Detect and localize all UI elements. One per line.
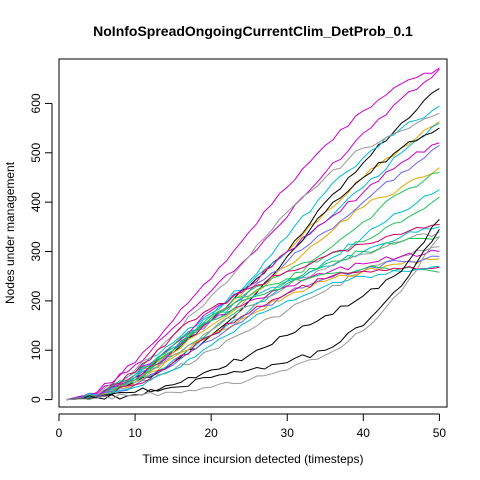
series-line-7 xyxy=(67,123,440,399)
series-line-19 xyxy=(67,247,440,400)
series-line-20 xyxy=(67,250,440,400)
series-line-10 xyxy=(67,145,440,399)
x-axis-label: Time since incursion detected (timesteps… xyxy=(143,452,364,466)
x-tick-label: 50 xyxy=(433,426,447,440)
series-line-28 xyxy=(67,237,440,400)
y-tick-label: 300 xyxy=(29,241,43,261)
y-tick-label: 600 xyxy=(29,93,43,113)
x-tick-label: 0 xyxy=(56,426,63,440)
x-axis: 0 10 20 30 40 50 xyxy=(56,414,447,440)
y-tick-label: 100 xyxy=(29,340,43,360)
series-line-9 xyxy=(67,143,440,400)
series-line-6 xyxy=(67,122,440,400)
series-line-13 xyxy=(67,190,440,400)
x-tick-label: 20 xyxy=(204,426,218,440)
y-axis-label: Nodes under management xyxy=(3,161,17,304)
y-tick-label: 500 xyxy=(29,142,43,162)
series-line-1 xyxy=(67,68,440,400)
y-tick-label: 0 xyxy=(29,396,43,403)
x-tick-label: 30 xyxy=(281,426,295,440)
series-line-23 xyxy=(67,266,440,400)
x-tick-label: 40 xyxy=(357,426,371,440)
series-group xyxy=(67,68,440,400)
series-line-2 xyxy=(67,69,440,400)
series-line-17 xyxy=(67,232,440,400)
series-line-18 xyxy=(67,237,440,400)
series-line-5 xyxy=(67,113,440,399)
series-line-27 xyxy=(67,229,440,399)
x-tick-label: 10 xyxy=(128,426,142,440)
y-tick-label: 200 xyxy=(29,291,43,311)
chart-title: NoInfoSpreadOngoingCurrentClim_DetProb_0… xyxy=(93,23,413,39)
y-tick-label: 400 xyxy=(29,192,43,212)
y-axis: 0 100 200 300 400 500 600 xyxy=(29,93,52,403)
series-line-12 xyxy=(67,173,440,400)
